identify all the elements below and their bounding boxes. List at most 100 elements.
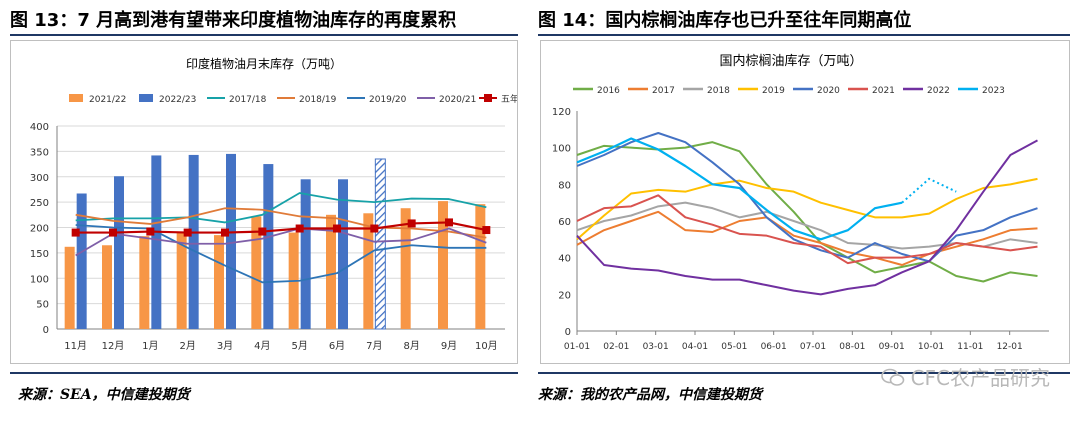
x-tick-label: 11-01	[957, 342, 983, 352]
legend-label-2020: 2020	[817, 86, 840, 96]
series-line-2017	[576, 210, 1038, 266]
series-line-2022	[576, 139, 1038, 296]
series-line-2023	[576, 137, 903, 241]
bar-2022/23-6月	[338, 179, 348, 329]
series-line-五年均值	[75, 221, 487, 234]
legend-label-2018/19: 2018/19	[299, 95, 337, 105]
legend-label-2016: 2016	[597, 86, 620, 96]
bar-2021/22-2月	[176, 232, 187, 329]
wechat-icon	[880, 368, 904, 386]
y-tick-label: 100	[30, 274, 49, 285]
marker-五年均值-10月	[482, 226, 491, 235]
x-tick-label: 1月	[142, 340, 158, 352]
series-line-2019	[576, 177, 1038, 241]
legend-label-2017: 2017	[652, 86, 675, 96]
x-tick-label: 12月	[102, 340, 125, 352]
left-figure-panel: 图 13：7 月高到港有望带来印度植物油库存的再度累积 印度植物油月末库存（万吨…	[0, 0, 537, 423]
legend-label-2022/23: 2022/23	[159, 95, 196, 105]
bar-2022/23-12月	[114, 176, 124, 329]
x-tick-label: 05-01	[721, 342, 747, 352]
bar-2022/23-11月	[76, 193, 87, 329]
legend-label-五年均值: 五年均值	[501, 93, 517, 105]
y-tick-label: 60	[558, 217, 571, 228]
x-tick-label: 12-01	[997, 342, 1023, 352]
x-tick-label: 09-01	[879, 342, 905, 352]
legend-label-2019: 2019	[762, 86, 785, 96]
x-tick-label: 11月	[64, 340, 87, 352]
y-tick-label: 120	[552, 107, 571, 118]
right-chart-frame: 国内棕榈油库存（万吨） 2016 2017 2018 2019 2020 2021 2022 2…	[540, 40, 1070, 364]
bar-2021/22-9月	[438, 201, 448, 329]
y-tick-label: 200	[30, 224, 49, 235]
series-line-2021	[576, 194, 1038, 265]
x-tick-label: 9月	[441, 340, 457, 352]
x-tick-label: 5月	[291, 340, 307, 352]
legend-label-2021: 2021	[872, 86, 895, 96]
bar-2021/22-4月	[251, 216, 262, 329]
bar-2021/22-7月	[363, 213, 374, 329]
x-tick-label: 08-01	[839, 342, 865, 352]
right-chart: 国内棕榈油库存（万吨） 2016 2017 2018 2019 2020 2021 2022 2…	[552, 53, 1049, 352]
bar-2021/22-12月	[102, 245, 112, 329]
marker-五年均值-6月	[333, 224, 341, 233]
marker-五年均值-4月	[258, 227, 267, 236]
series-line-2018/19	[75, 207, 487, 239]
y-tick-label: 20	[558, 290, 571, 301]
watermark: CFC农产品研究	[880, 362, 1050, 391]
x-tick-label: 02-01	[603, 342, 629, 352]
y-tick-label: 80	[558, 180, 571, 191]
y-tick-label: 100	[552, 144, 571, 155]
right-figure-title: 图 14：国内棕榈油库存也已升至往年同期高位	[538, 10, 912, 31]
bar-2021/22-8月	[400, 208, 411, 329]
y-tick-label: 350	[30, 147, 49, 158]
legend-label-2023: 2023	[982, 86, 1005, 96]
x-tick-label: 3月	[217, 340, 233, 352]
legend-label-2020/21: 2020/21	[439, 95, 476, 105]
legend-swatch-2021/22	[69, 94, 83, 102]
left-figure-title: 图 13：7 月高到港有望带来印度植物油库存的再度累积	[10, 10, 457, 31]
x-tick-label: 2月	[179, 340, 195, 352]
y-tick-label: 150	[30, 249, 49, 260]
bar-2022/23-3月	[226, 153, 236, 329]
x-tick-label: 04-01	[682, 342, 708, 352]
y-tick-label: 50	[36, 300, 49, 311]
y-tick-label: 250	[30, 198, 49, 209]
y-tick-label: 400	[30, 122, 49, 133]
bar-2022/23-1月	[151, 155, 162, 329]
legend-label-2021/22: 2021/22	[89, 95, 126, 105]
bar-2022/23-4月	[263, 164, 274, 329]
marker-五年均值-8月	[407, 219, 416, 228]
x-tick-label: 03-01	[643, 342, 669, 352]
y-tick-label: 300	[30, 173, 49, 184]
watermark-text: CFC农产品研究	[910, 366, 1050, 390]
series-forecast-2023	[901, 177, 957, 204]
bar-2022/23-7月	[374, 158, 386, 330]
marker-五年均值-12月	[109, 228, 117, 237]
x-tick-label: 4月	[254, 340, 270, 352]
x-tick-label: 6月	[329, 340, 345, 352]
legend-label-2017/18: 2017/18	[229, 95, 267, 105]
x-tick-label: 07-01	[800, 342, 826, 352]
bar-2021/22-6月	[326, 214, 336, 329]
x-tick-label: 7月	[366, 340, 382, 352]
left-bottom-rule	[10, 372, 518, 374]
series-line-2017/18	[75, 192, 487, 224]
x-tick-label: 10-01	[918, 342, 944, 352]
marker-五年均值-2月	[183, 228, 192, 237]
marker-五年均值-3月	[221, 228, 229, 237]
left-title-rule	[10, 34, 518, 36]
legend-marker-五年均值	[484, 94, 492, 102]
x-tick-label: 01-01	[564, 342, 590, 352]
legend-label-2018: 2018	[707, 86, 730, 96]
x-tick-label: 8月	[403, 340, 419, 352]
bar-2021/22-1月	[139, 236, 150, 329]
y-tick-label: 0	[565, 327, 571, 338]
x-tick-label: 06-01	[761, 342, 787, 352]
left-chart: 印度植物油月末库存（万吨） 2021/22 2022/23 2017/18 2018/1…	[30, 56, 537, 352]
right-bottom-rule	[538, 372, 1070, 374]
chart-title: 印度植物油月末库存（万吨）	[186, 56, 342, 71]
right-title-rule	[538, 34, 1070, 36]
bar-2022/23-2月	[188, 154, 199, 329]
series-line-2018	[576, 201, 1038, 250]
legend-swatch-2022/23	[139, 94, 153, 102]
